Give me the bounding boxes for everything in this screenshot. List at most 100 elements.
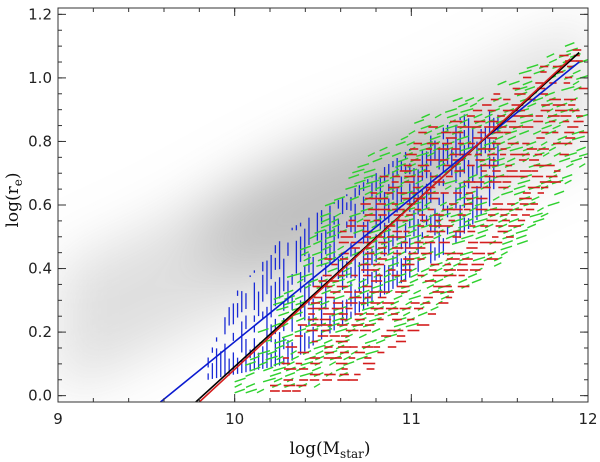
series-mark: [332, 317, 345, 322]
series-1: [234, 42, 588, 394]
series-mark: [435, 251, 445, 256]
series-mark: [321, 289, 331, 295]
series-mark: [421, 223, 433, 229]
series-mark: [444, 185, 452, 190]
series-mark: [352, 168, 365, 174]
series-mark: [371, 328, 381, 333]
series-mark: [434, 124, 445, 130]
series-mark: [458, 278, 468, 284]
series-mark: [368, 317, 382, 322]
series-mark: [408, 295, 421, 300]
series-mark: [269, 372, 282, 377]
series-mark: [467, 174, 478, 179]
series-mark: [502, 240, 513, 245]
series-mark: [578, 152, 588, 157]
series-mark: [578, 163, 586, 168]
plot-area: [58, 20, 588, 402]
series-mark: [428, 212, 439, 218]
series-mark: [420, 141, 433, 146]
series-mark: [395, 141, 406, 146]
series-mark: [473, 113, 483, 119]
series-mark: [420, 124, 432, 130]
series-mark: [378, 179, 389, 185]
series-mark: [273, 361, 285, 366]
series-mark: [527, 223, 537, 229]
series-mark: [394, 273, 407, 278]
series-mark: [356, 355, 368, 361]
series-mark: [424, 130, 433, 135]
series-mark: [439, 212, 451, 218]
series-mark: [477, 229, 489, 234]
series-mark: [274, 344, 285, 350]
series-mark: [414, 119, 425, 124]
series-mark: [294, 295, 304, 300]
series-mark: [513, 190, 526, 196]
series-mark: [408, 223, 421, 229]
series-mark: [496, 141, 506, 146]
series-mark: [421, 113, 431, 119]
series-mark: [299, 372, 313, 377]
series-mark: [360, 207, 374, 212]
series-mark: [391, 168, 400, 174]
series-mark: [291, 355, 300, 361]
series-mark: [532, 218, 545, 223]
series-mark: [324, 201, 336, 207]
series-mark: [384, 201, 395, 207]
series-mark: [363, 174, 377, 179]
series-mark: [402, 218, 415, 223]
series-mark: [313, 240, 323, 245]
series-mark: [440, 295, 450, 300]
series-mark: [325, 251, 336, 256]
series-mark: [359, 289, 370, 295]
x-tick-labels: 9 10 11 12: [53, 410, 597, 428]
series-mark: [498, 102, 509, 108]
series-mark: [459, 113, 469, 119]
series-mark: [335, 366, 345, 372]
series-mark: [519, 130, 530, 135]
series-mark: [360, 300, 374, 306]
x-tick-label: 9: [53, 410, 63, 428]
series-mark: [290, 350, 297, 355]
series-mark: [536, 207, 544, 212]
series-mark: [418, 168, 427, 174]
y-tick-label: 0.2: [28, 323, 52, 341]
series-mark: [522, 80, 533, 86]
y-tick-label: 1.2: [28, 5, 52, 23]
series-mark: [548, 146, 557, 152]
series-mark: [532, 130, 542, 135]
series-mark: [406, 141, 415, 146]
series-mark: [262, 377, 276, 383]
series-mark: [532, 97, 544, 102]
series-mark: [344, 317, 353, 322]
series-mark: [434, 267, 443, 273]
series-mark: [459, 251, 474, 256]
series-mark: [311, 251, 323, 256]
series-mark: [245, 372, 255, 377]
series-mark: [554, 190, 565, 196]
series-mark: [234, 377, 246, 383]
series-mark: [333, 196, 346, 201]
series-mark: [249, 355, 260, 361]
series-mark: [516, 240, 529, 245]
series-mark: [397, 223, 407, 229]
series-mark: [320, 223, 331, 229]
series-mark: [393, 322, 407, 328]
series-mark: [281, 322, 289, 328]
series-mark: [303, 262, 314, 267]
series-mark: [335, 328, 348, 333]
series-mark: [497, 80, 507, 86]
fit-lines: [159, 51, 580, 402]
series-mark: [373, 251, 384, 256]
series-mark: [345, 185, 358, 190]
series-mark: [283, 289, 294, 295]
series-mark: [328, 361, 337, 366]
series-mark: [462, 212, 472, 218]
series-mark: [299, 245, 311, 251]
series-mark: [533, 69, 545, 75]
series-mark: [331, 218, 339, 223]
series-mark: [409, 278, 419, 284]
series-mark: [456, 135, 469, 141]
series-mark: [267, 350, 278, 355]
series-mark: [388, 262, 400, 267]
series-mark: [313, 344, 326, 350]
